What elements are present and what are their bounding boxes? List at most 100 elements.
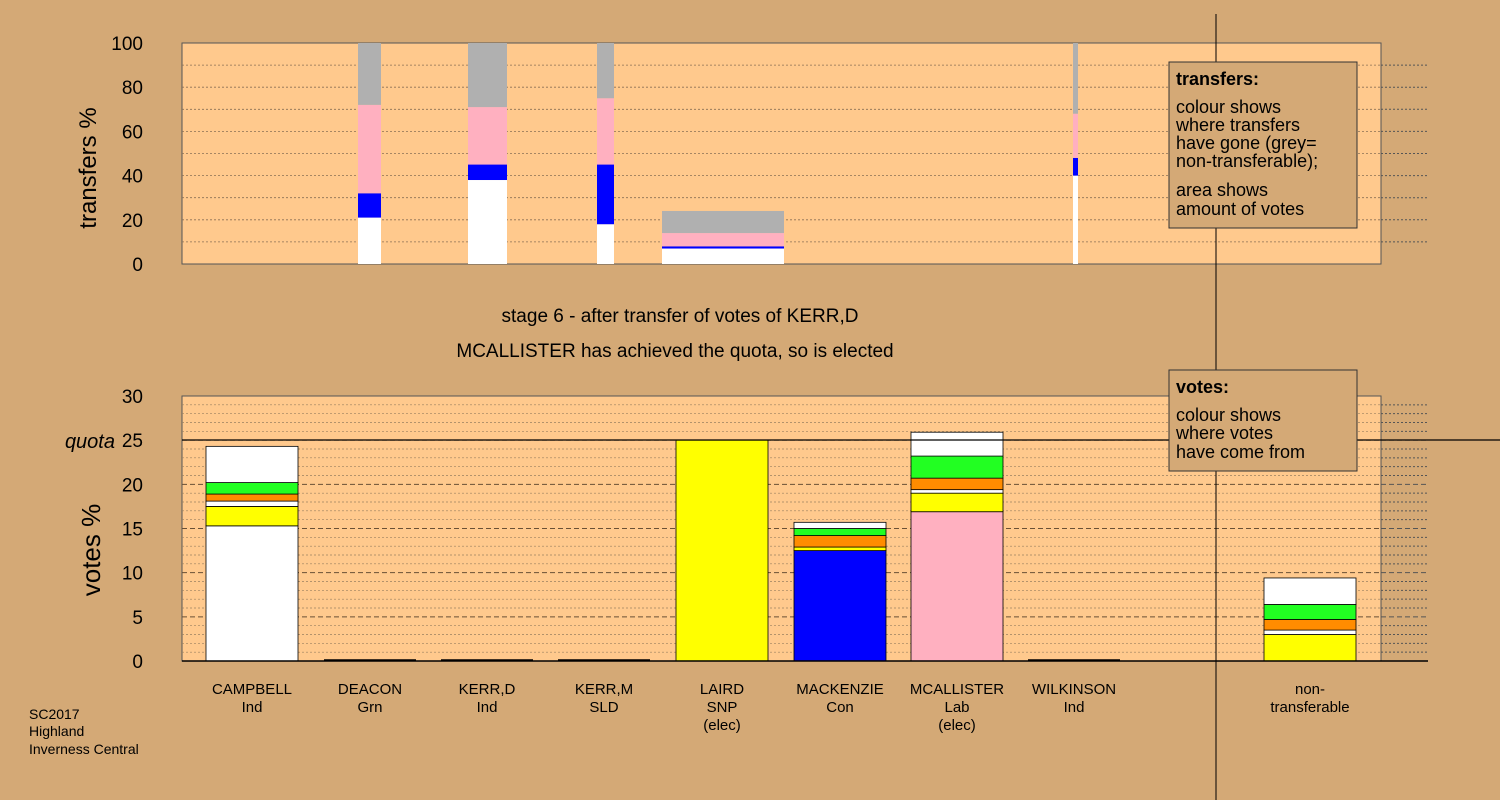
candidate-label: Ind [477, 699, 498, 716]
transfer-bar-segment [597, 43, 614, 99]
y-tick-label: 25 [122, 431, 143, 452]
candidate-label: Grn [357, 699, 382, 716]
candidate-label: KERR,M [575, 681, 633, 698]
transfers-legend-line: amount of votes [1176, 199, 1304, 219]
transfer-bar-segment [358, 104, 381, 194]
vote-bar-segment [205, 525, 299, 662]
transfers-legend-box [1168, 61, 1358, 229]
y-tick-label: 60 [122, 122, 143, 143]
transfers-legend-title: transfers: [1176, 69, 1259, 89]
vote-bar-segment [1263, 604, 1357, 620]
y-tick-label: 40 [122, 167, 143, 188]
y-tick-label: 80 [122, 78, 143, 99]
y-tick-label: 0 [132, 652, 143, 673]
transfers-bars [358, 43, 1078, 264]
vote-bar-segment [205, 445, 299, 483]
transfer-bar-segment [662, 248, 784, 264]
transfers-y-ticks: 0 20 40 60 80 100 [111, 34, 143, 276]
vote-bar-segment [910, 477, 1004, 491]
y-tick-label: 20 [122, 475, 143, 496]
transfers-legend-line: colour shows [1176, 97, 1281, 117]
votes-legend-line: where votes [1175, 423, 1273, 443]
vote-bar-segment [1263, 629, 1357, 635]
candidate-label: Ind [1064, 699, 1085, 716]
vote-bar-segment [910, 455, 1004, 479]
votes-legend-line: have come from [1176, 442, 1305, 462]
vote-bar-segment [1263, 577, 1357, 605]
transfer-bar-segment [597, 164, 614, 225]
vote-bar-segment [675, 439, 769, 662]
vote-bar-segment [793, 546, 887, 551]
candidate-label: MCALLISTER [910, 681, 1004, 698]
transfer-bar-segment [597, 224, 614, 264]
quota-label: quota [65, 431, 115, 453]
vote-bar-segment [910, 492, 1004, 513]
y-tick-label: 0 [132, 255, 143, 276]
y-tick-label: 100 [111, 34, 143, 55]
transfers-legend-line: where transfers [1175, 115, 1300, 135]
vote-bar-segment [910, 511, 1004, 662]
candidate-label: (elec) [938, 717, 976, 734]
votes-legend-line: colour shows [1176, 405, 1281, 425]
vote-bar-segment [205, 482, 299, 495]
vote-bar-segment [793, 550, 887, 662]
transfer-bar-segment [662, 210, 784, 234]
votes-y-ticks: 0 5 10 15 20 25 30 [122, 387, 143, 673]
candidate-label: Ind [242, 699, 263, 716]
vote-bar-segment [205, 506, 299, 527]
votes-y-axis-label: votes % [76, 504, 106, 597]
transfer-bar-segment [597, 98, 614, 165]
vote-bar-segment [793, 535, 887, 548]
votes-legend-title: votes: [1176, 377, 1229, 397]
vote-bar-segment [793, 528, 887, 536]
transfers-legend: transfers: colour shows where transfers … [1168, 61, 1358, 229]
y-tick-label: 15 [122, 520, 143, 541]
candidate-label: SLD [589, 699, 618, 716]
transfers-y-axis-label: transfers % [75, 107, 102, 228]
footer-line: SC2017 [29, 706, 80, 722]
votes-legend-box [1168, 369, 1358, 472]
candidate-label: transferable [1270, 699, 1349, 716]
transfer-bar-segment [662, 246, 784, 249]
transfer-bar-segment [1073, 157, 1078, 176]
transfer-bar-segment [662, 233, 784, 247]
transfer-bar-segment [1073, 43, 1078, 114]
candidate-label: LAIRD [700, 681, 744, 698]
vote-bar-segment [1263, 634, 1357, 662]
votes-bars [205, 431, 1357, 662]
stage-caption: stage 6 - after transfer of votes of KER… [502, 306, 859, 327]
transfer-bar-segment [1073, 175, 1078, 264]
votes-legend: votes: colour shows where votes have com… [1168, 369, 1358, 472]
transfer-bar-segment [468, 180, 507, 264]
candidate-label: Lab [944, 699, 969, 716]
transfer-bar-segment [358, 193, 381, 218]
vote-bar-segment [205, 493, 299, 502]
footer-line: Inverness Central [29, 741, 139, 757]
vote-bar-segment [205, 500, 299, 507]
y-tick-label: 5 [132, 608, 143, 629]
transfer-bar-segment [1073, 113, 1078, 158]
transfers-legend-line: have gone (grey= [1176, 133, 1317, 153]
y-tick-label: 20 [122, 211, 143, 232]
candidate-label: MACKENZIE [796, 681, 884, 698]
vote-bar-segment [910, 489, 1004, 494]
y-tick-label: 30 [122, 387, 143, 408]
y-tick-label: 10 [122, 564, 143, 585]
candidate-label: KERR,D [459, 681, 516, 698]
candidate-label: (elec) [703, 717, 741, 734]
footer-line: Highland [29, 723, 84, 739]
transfers-legend-line: area shows [1176, 180, 1268, 200]
transfer-bar-segment [468, 43, 507, 108]
vote-bar-segment [910, 431, 1004, 457]
transfer-bar-segment [468, 164, 507, 181]
vote-bar-segment [1263, 619, 1357, 631]
transfer-bar-segment [358, 43, 381, 105]
candidate-label: DEACON [338, 681, 402, 698]
candidate-label: Con [826, 699, 854, 716]
candidate-labels: CAMPBELLIndDEACONGrnKERR,DIndKERR,MSLDLA… [212, 681, 1350, 734]
transfer-bar-segment [468, 107, 507, 165]
candidate-label: CAMPBELL [212, 681, 292, 698]
candidate-label: non- [1295, 681, 1325, 698]
result-caption: MCALLISTER has achieved the quota, so is… [456, 341, 893, 362]
